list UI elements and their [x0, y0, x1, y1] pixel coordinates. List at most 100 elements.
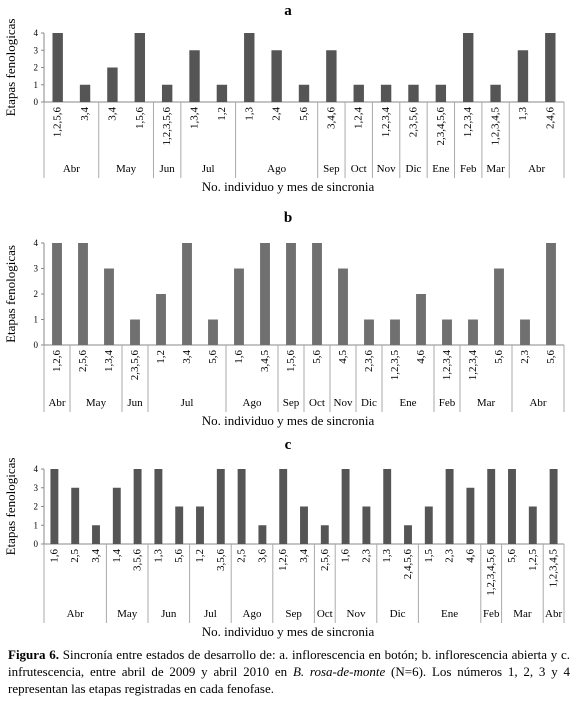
panel-a-xlabel: No. individuo y mes de sincronia [202, 179, 375, 194]
panel-b-month-label: Mar [477, 397, 496, 409]
panel-c-ytick: 4 [34, 464, 39, 474]
panel-a-bar [271, 50, 282, 102]
panel-a-ytick: 1 [34, 80, 39, 90]
panel-a-category-label: 1,3 [517, 107, 529, 121]
figure-caption: Figura 6. Sincronía entre estados de des… [8, 646, 570, 697]
panel-c-bar [383, 469, 392, 544]
panel-a-title: a [284, 3, 292, 19]
panel-c-bar [237, 469, 246, 544]
panel-b-category-label: 3,4,5 [259, 350, 271, 373]
panel-a-ytick: 0 [34, 97, 39, 107]
panel-c-month-label: Mar [513, 608, 532, 620]
panel-b-category-label: 1,5,6 [285, 350, 297, 373]
panel-b-category-label: 1,2,3,4 [441, 350, 453, 381]
panel-b-bar [390, 319, 400, 345]
panel-a-month-label: Nov [377, 163, 396, 175]
panel-b-category-label: 1,2,3,5 [389, 350, 401, 381]
panel-c-category-label: 3,5,6 [132, 549, 144, 572]
panel-a-month-label: Ene [432, 163, 449, 175]
panel-c-category-label: 2,3 [444, 549, 456, 563]
panel-a-category-label: 3,4 [79, 107, 91, 121]
panel-b-bar [546, 243, 556, 345]
panel-c-category-label: 2,5,6 [319, 549, 331, 572]
panel-b-bar [416, 294, 426, 345]
panel-a-month-label: Abr [63, 163, 80, 175]
panel-b-bar [130, 319, 140, 345]
panel-a-ytick: 3 [34, 45, 39, 55]
panel-a-month-label: Oct [351, 163, 367, 175]
panel-c-category-label: 1,5 [423, 549, 435, 563]
panel-c-ytick: 0 [34, 539, 39, 549]
panel-b-ytick: 3 [34, 264, 39, 274]
panel-a-bar [326, 50, 337, 102]
panel-a-month-label: Abr [528, 163, 545, 175]
panel-a-month-label: Dic [406, 163, 422, 175]
panel-a-bar [353, 84, 364, 102]
panel-a-bar [52, 33, 63, 102]
panel-c-month-label: Jul [204, 608, 217, 620]
panel-c-bar [71, 487, 80, 544]
panel-a-bar [408, 84, 419, 102]
panel-a-category-label: 1,2,3,4 [380, 107, 392, 138]
panel-c-month-label: Abr [67, 608, 84, 620]
panel-a-category-label: 5,6 [298, 107, 310, 121]
panel-c-month-label: May [117, 608, 138, 620]
panel-b-category-label: 3,4 [181, 350, 193, 364]
panel-c-month-label: Oct [317, 608, 333, 620]
panel-b-month-label: Ene [399, 397, 416, 409]
panel-c-category-label: 3,6 [256, 549, 268, 563]
panel-b-bar [494, 268, 504, 345]
panel-b-category-label: 2,3,6 [363, 350, 375, 373]
panel-c-month-label: Ene [441, 608, 458, 620]
panel-b-category-label: 5,6 [311, 350, 323, 364]
panel-c-bar [216, 469, 225, 544]
panel-c-xlabel: No. individuo y mes de sincronia [202, 624, 375, 639]
panel-c-bar [258, 525, 267, 544]
panel-c-bar [320, 525, 329, 544]
panel-b-ytick: 4 [34, 238, 39, 248]
panel-c-category-label: 1,2,3,4,5 [548, 549, 560, 588]
panel-c-month-label: Abr [545, 608, 562, 620]
panel-c-category-label: 2,5 [236, 549, 248, 563]
panel-c-bar [549, 469, 558, 544]
panel-c-bar [175, 506, 184, 544]
panel-c-ylabel: Etapas fenologicas [3, 458, 18, 556]
panel-a-bar [107, 67, 118, 102]
panel-c-category-label: 2,4,5,6 [402, 549, 414, 580]
panel-b-month-label: May [86, 397, 107, 409]
panel-c-bar [487, 469, 496, 544]
panel-b-month-label: Abr [529, 397, 546, 409]
panel-b-month-label: Feb [439, 397, 456, 409]
panel-c-category-label: 1,2,3,4,5,6 [485, 549, 497, 596]
panel-b-bar [312, 243, 322, 345]
panel-a-category-label: 1,2,3,4,5 [490, 107, 502, 146]
panel-c-bar [92, 525, 100, 544]
panel-b-category-label: 5,6 [207, 350, 219, 364]
panel-a-bar [79, 84, 91, 102]
panel-b-category-label: 1,3,4 [103, 350, 115, 373]
panel-b-bar [182, 243, 192, 345]
panel-c-bar [279, 469, 288, 544]
panel-a-bar [490, 84, 501, 102]
caption-text-2: (N=6). Los números 1, 2, 3 y 4 represent… [8, 664, 570, 696]
panel-b-month-label: Ago [243, 397, 262, 409]
panel-b-bar [260, 243, 270, 345]
panel-a-bar [134, 33, 145, 102]
panel-b-month-label: Dic [361, 397, 377, 409]
panel-b-bar [338, 268, 348, 345]
panel-c-month-label: Ago [243, 608, 262, 620]
panel-a-ytick: 2 [34, 63, 39, 73]
panel-b-bar [104, 268, 114, 345]
caption-text-1: Sincronía entre estados de desarrollo de… [8, 647, 570, 679]
panel-b-month-label: Jun [127, 397, 143, 409]
panel-c-title: c [285, 437, 292, 453]
panel-c-category-label: 5,6 [173, 549, 185, 563]
panel-a-category-label: 1,2,3,4 [462, 107, 474, 138]
panel-a-month-label: Feb [460, 163, 477, 175]
panel-c-ytick: 1 [34, 520, 39, 530]
panel-c-month-label: Feb [483, 608, 500, 620]
panel-a-category-label: 1,5,6 [134, 107, 146, 130]
panel-a-category-label: 2,4 [271, 107, 283, 121]
panel-b-ytick: 2 [34, 289, 39, 299]
panel-b-category-label: 5,6 [493, 350, 505, 364]
